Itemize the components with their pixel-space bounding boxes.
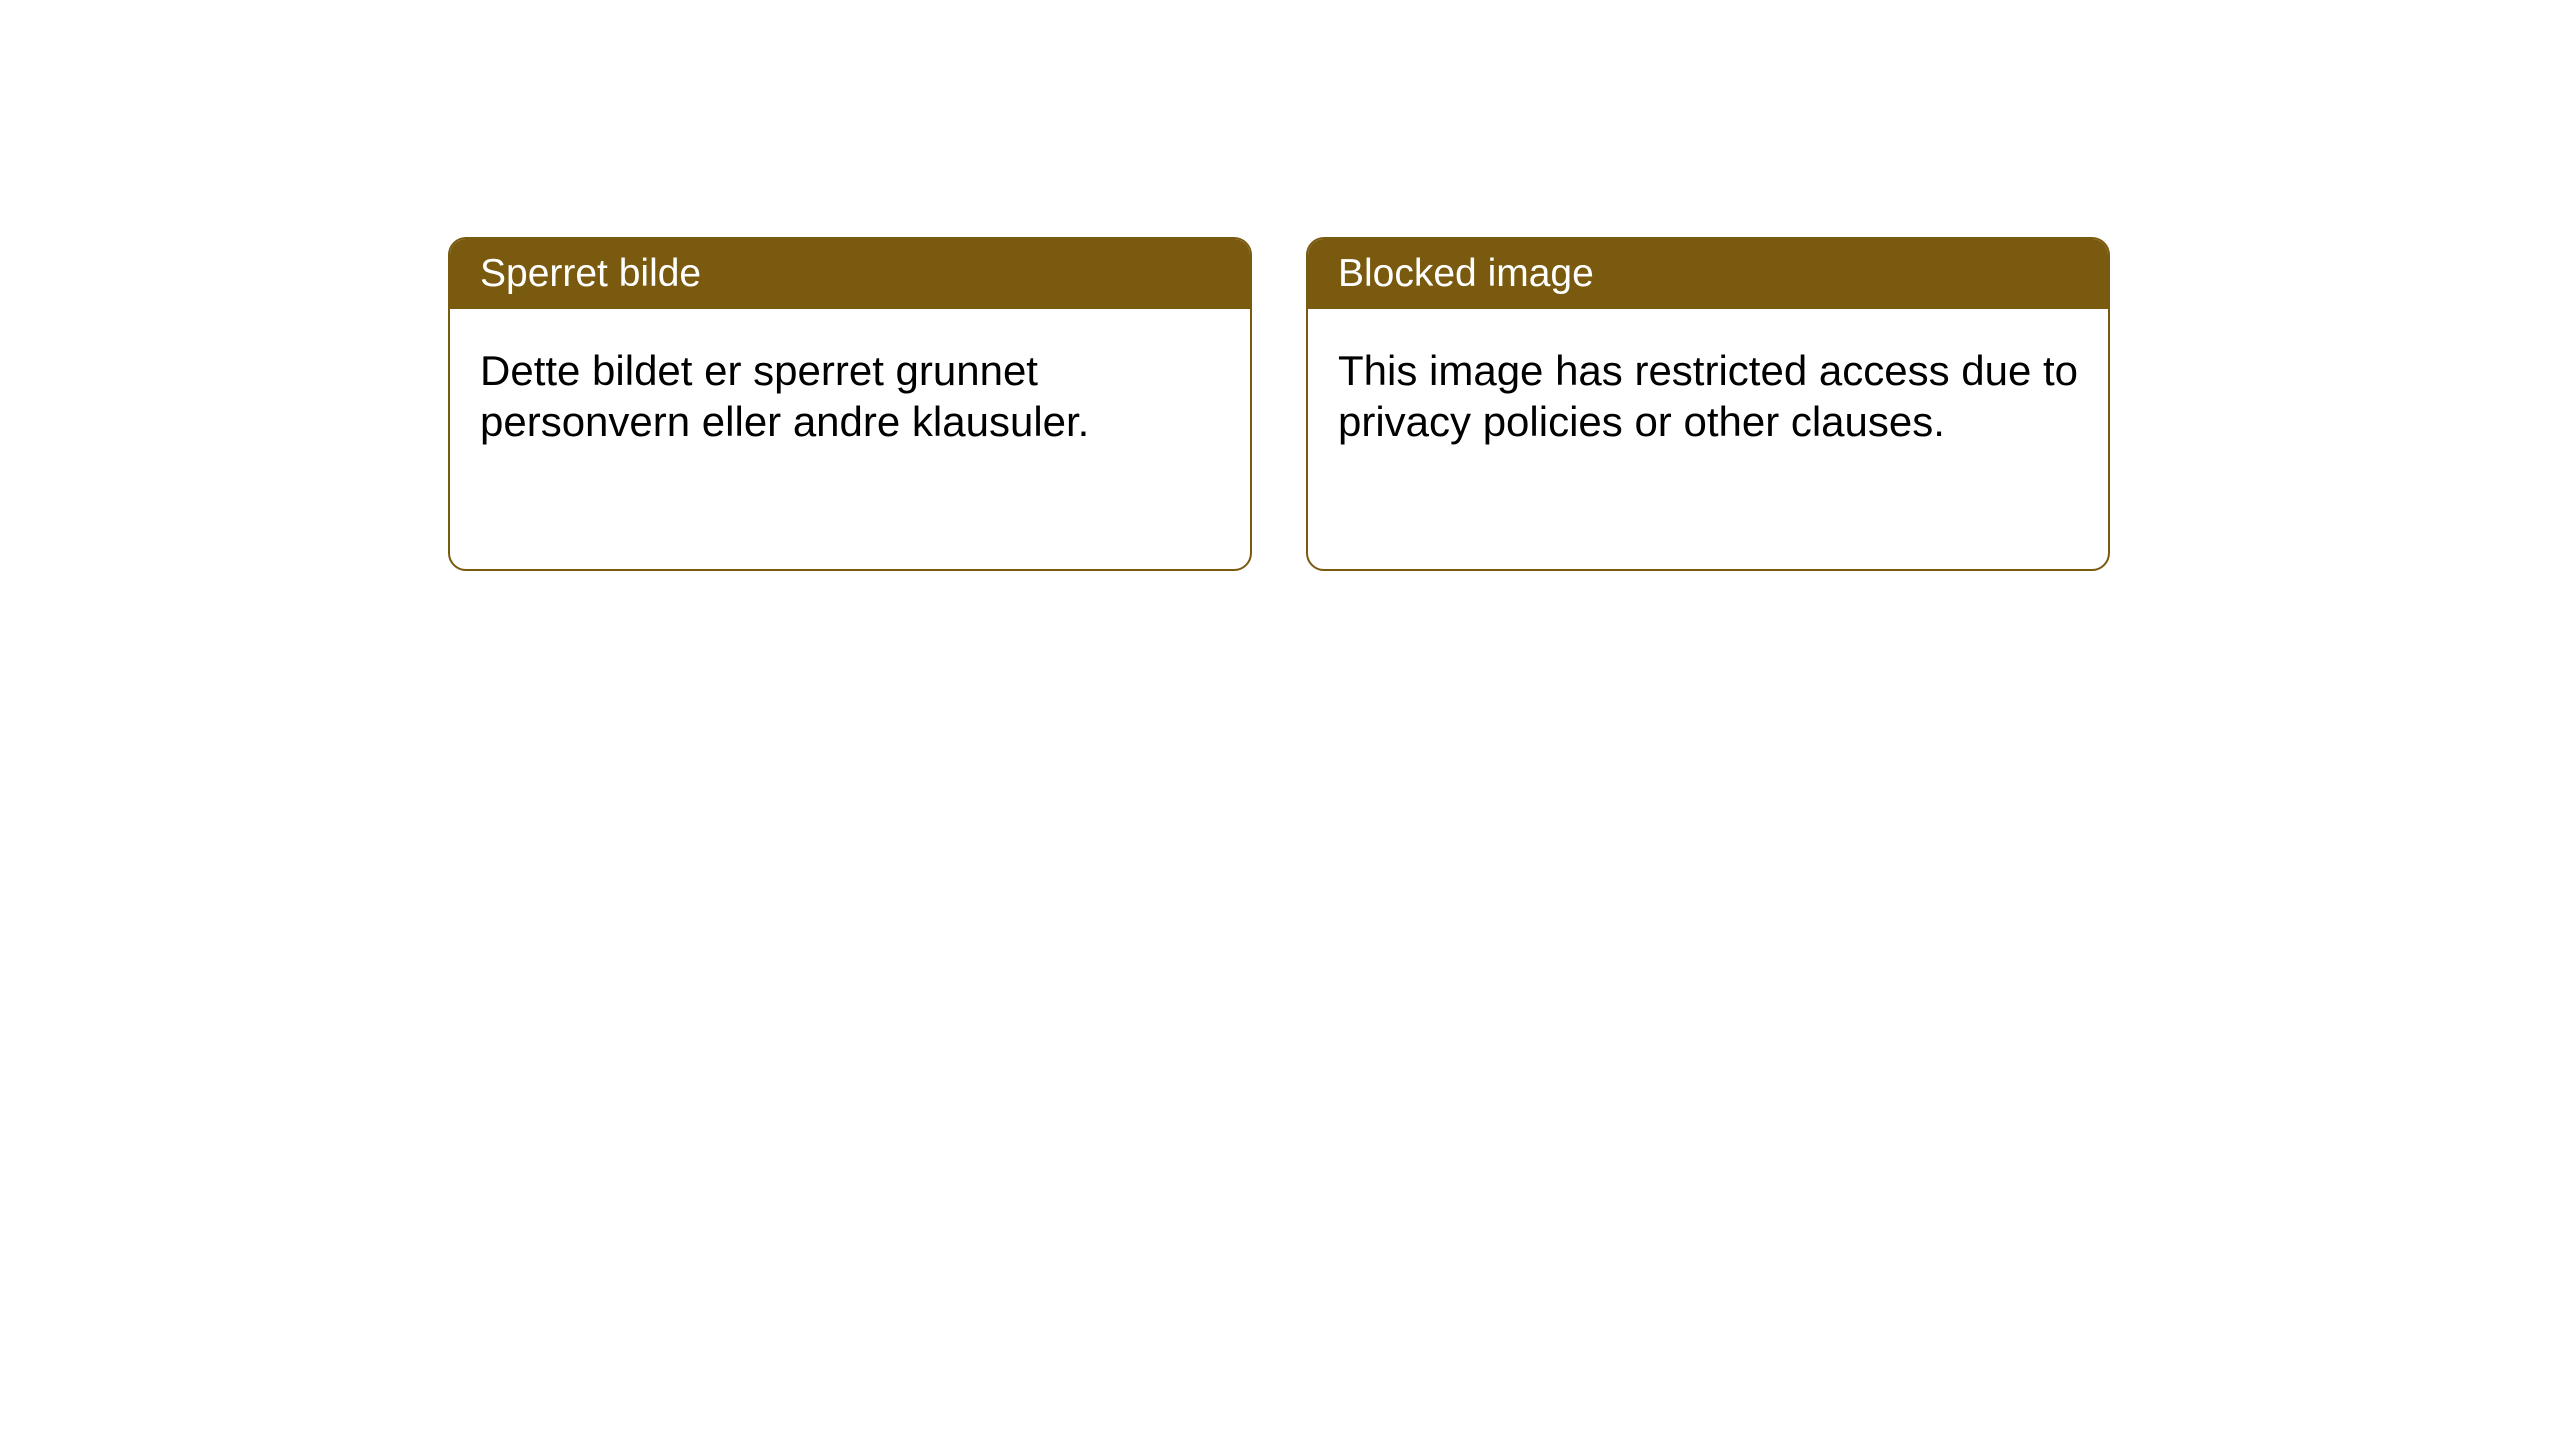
card-header: Blocked image bbox=[1308, 239, 2108, 309]
notice-card-english: Blocked image This image has restricted … bbox=[1306, 237, 2110, 571]
notice-card-norwegian: Sperret bilde Dette bildet er sperret gr… bbox=[448, 237, 1252, 571]
card-body: Dette bildet er sperret grunnet personve… bbox=[450, 309, 1250, 478]
card-body-text: Dette bildet er sperret grunnet personve… bbox=[480, 347, 1089, 446]
card-title: Blocked image bbox=[1338, 252, 1594, 295]
card-header: Sperret bilde bbox=[450, 239, 1250, 309]
card-title: Sperret bilde bbox=[480, 252, 701, 295]
card-body: This image has restricted access due to … bbox=[1308, 309, 2108, 478]
card-body-text: This image has restricted access due to … bbox=[1338, 347, 2078, 446]
notice-container: Sperret bilde Dette bildet er sperret gr… bbox=[0, 0, 2560, 571]
